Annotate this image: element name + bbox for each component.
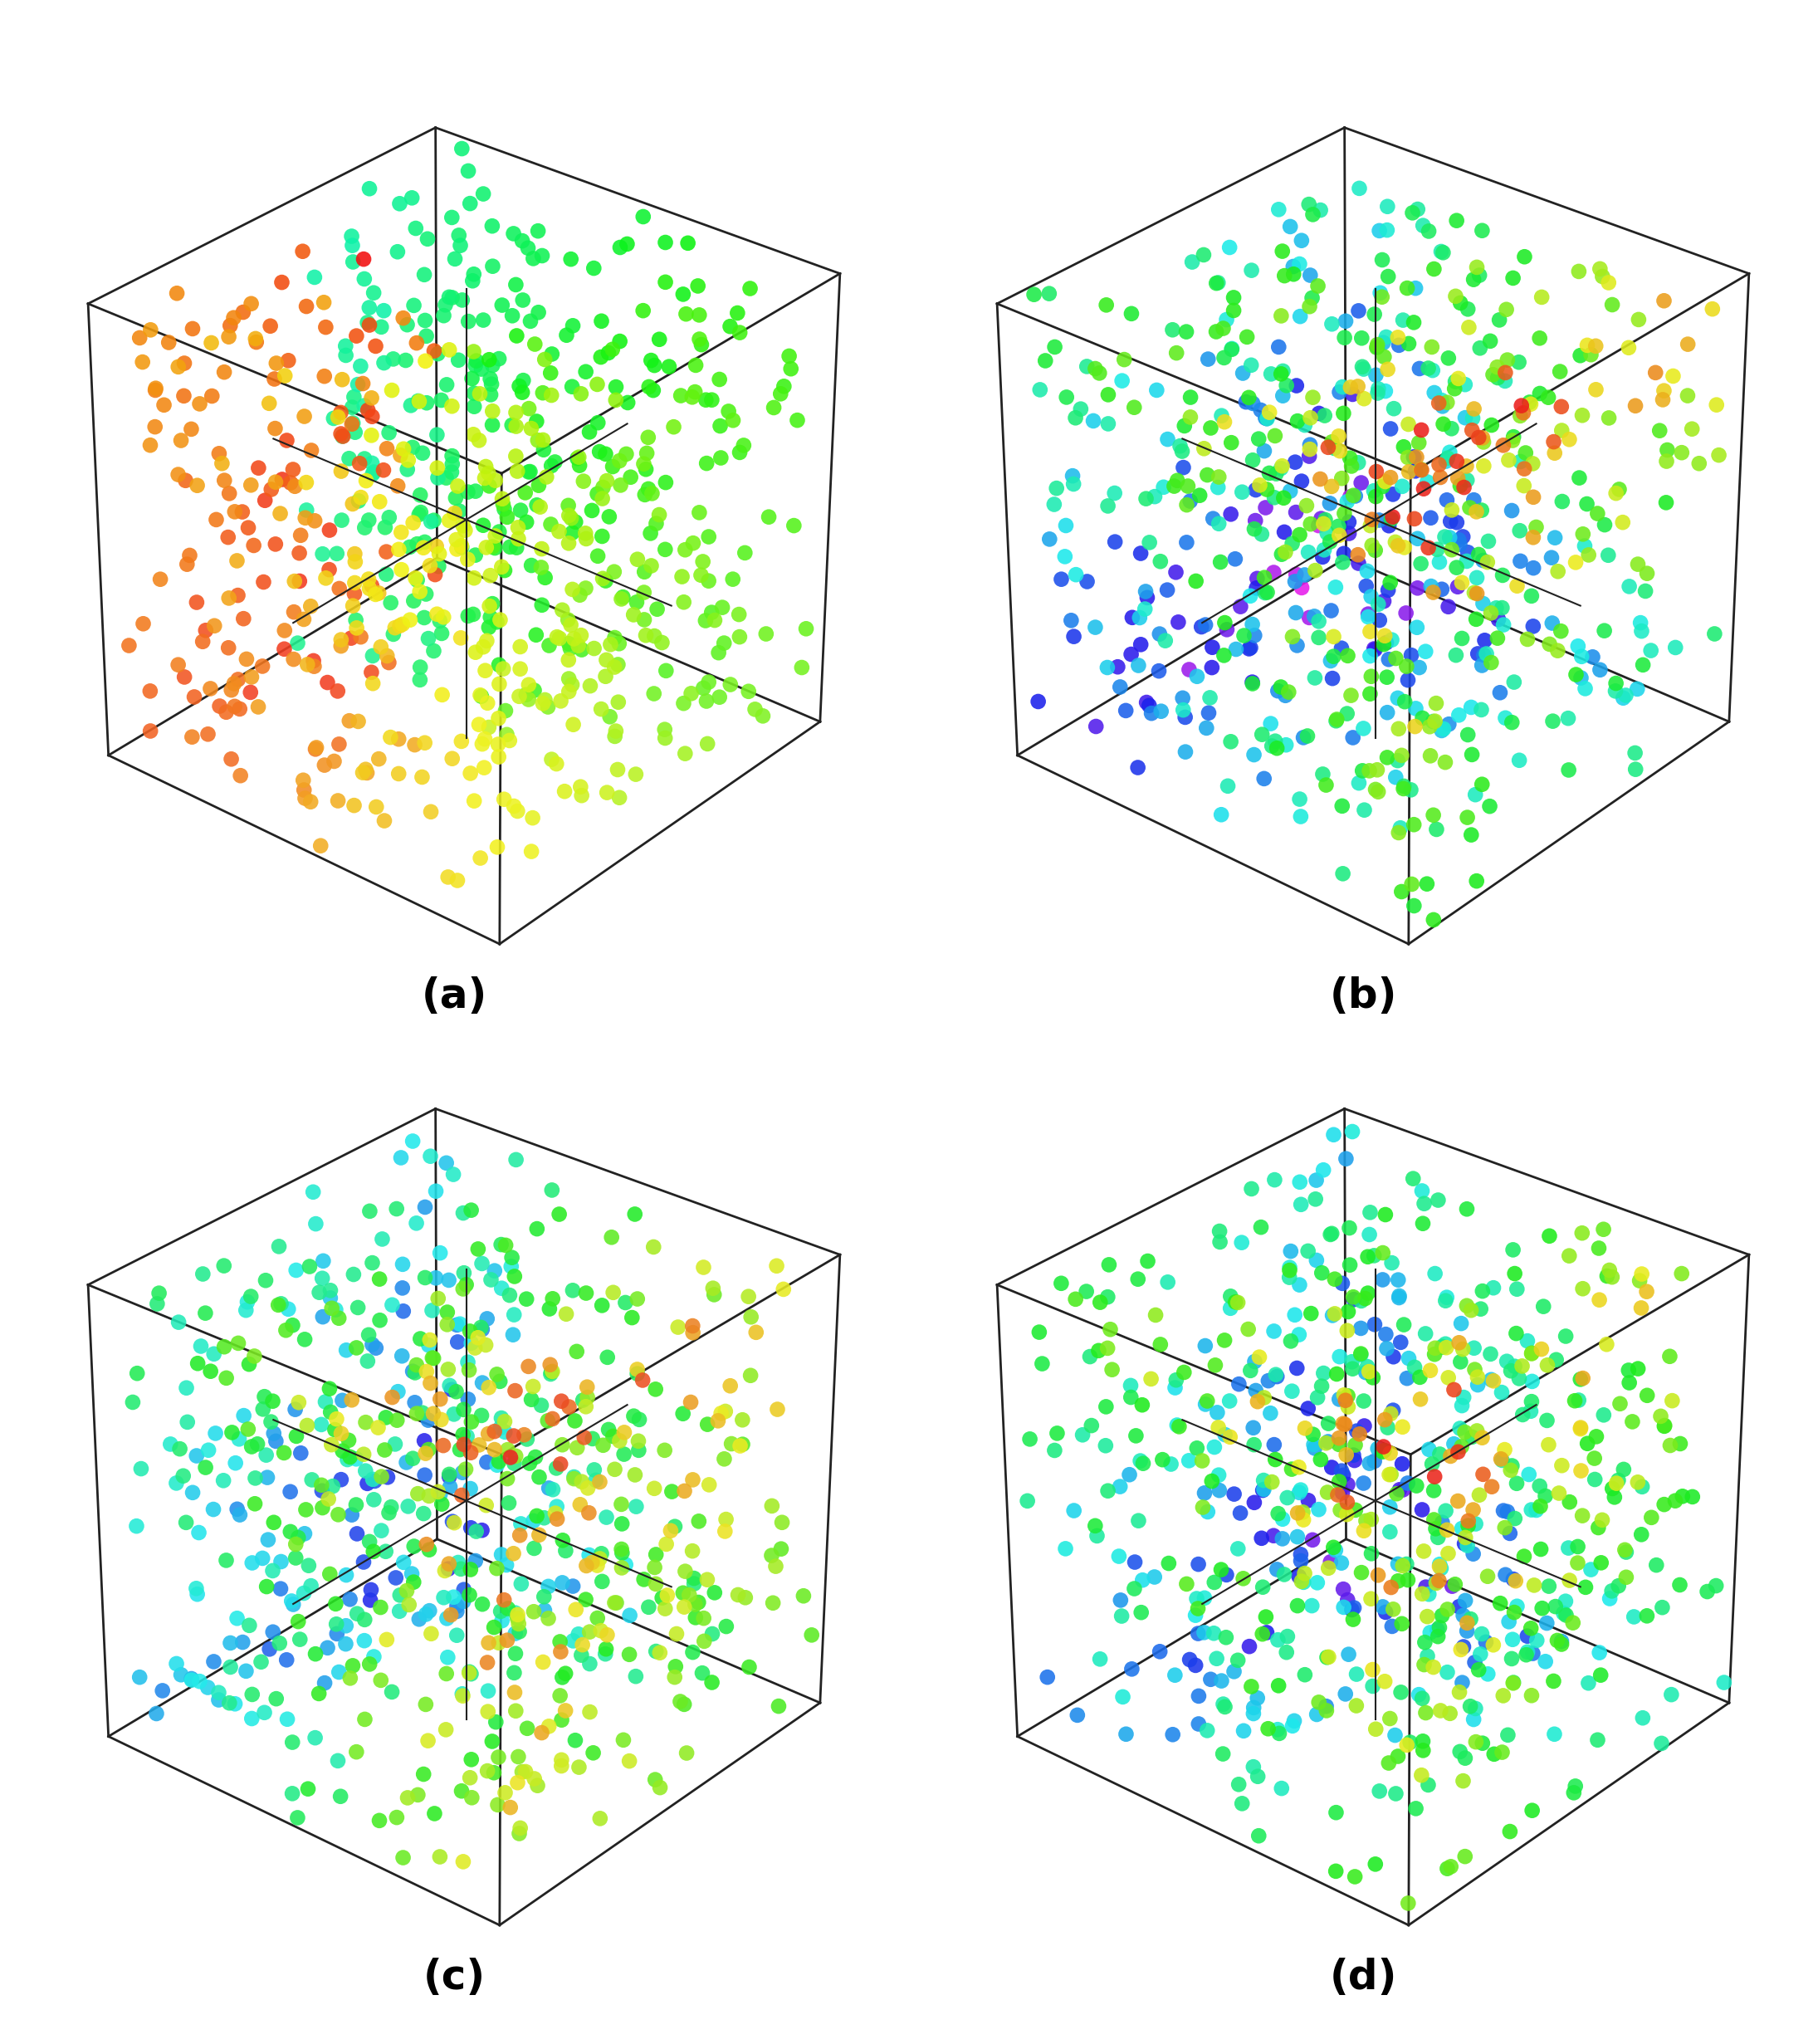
Text: (c): (c) [424,1958,485,1997]
Text: (a): (a) [422,977,487,1016]
Text: (d): (d) [1329,1958,1398,1997]
Text: (b): (b) [1329,977,1398,1016]
